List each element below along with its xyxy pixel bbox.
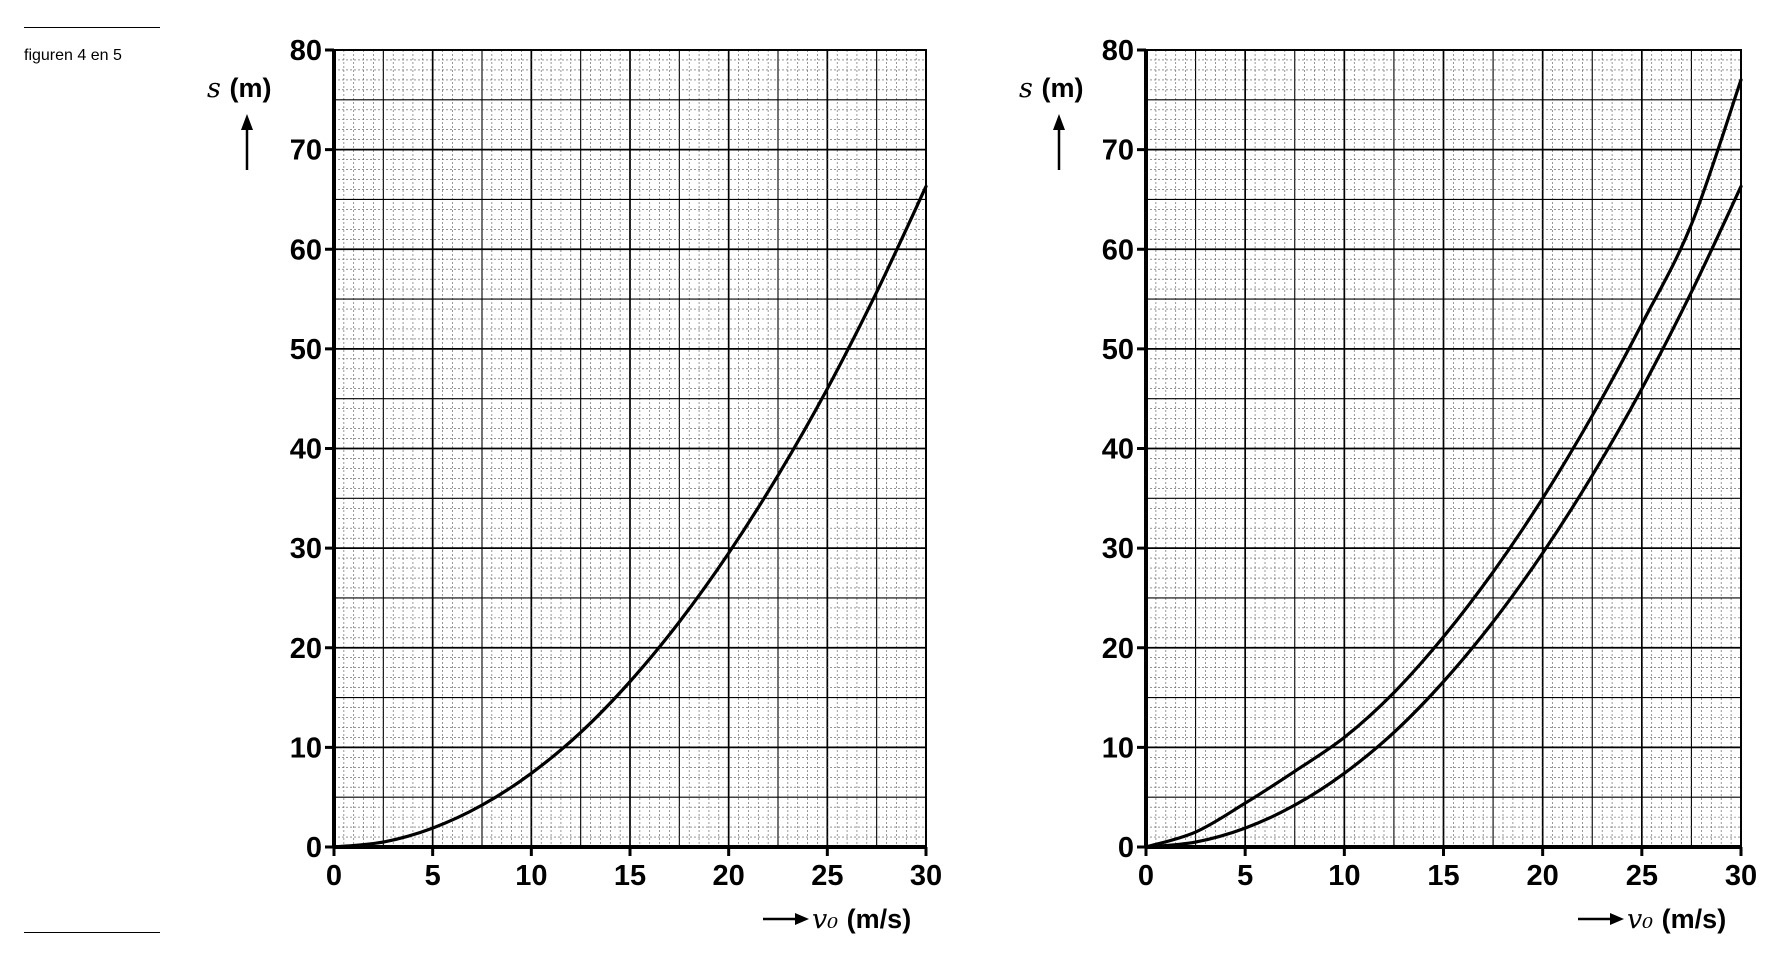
y-tick-label: 50: [1102, 334, 1134, 366]
y-axis-label: s (m): [207, 73, 271, 104]
series-line-2: [1144, 184, 1743, 849]
grid: [333, 49, 927, 848]
y-tick-label: 80: [290, 35, 322, 67]
x-axis-label: v₀ (m/s): [812, 904, 911, 935]
y-tick-label: 30: [290, 533, 322, 565]
y-tick-label: 80: [1102, 35, 1134, 67]
x-tick-label: 15: [614, 860, 646, 892]
x-tick-label: 30: [910, 860, 942, 892]
chart-figure-4: 0 10 20 30 40 50 60 70 80 0 5 10 15 20 25 30 s (m) v₀ (m/…: [207, 35, 942, 935]
y-tick-label: 60: [1102, 234, 1134, 266]
y-axis-label: s (m): [1019, 73, 1083, 104]
series-line-1: [1144, 78, 1743, 849]
y-axis-arrowhead: [241, 114, 253, 130]
x-tick-label: 0: [326, 860, 342, 892]
x-axis-label: v₀ (m/s): [1627, 904, 1726, 935]
grid: [1145, 49, 1742, 848]
y-tick-label: 10: [1102, 732, 1134, 764]
y-axis-arrowhead: [1053, 114, 1065, 130]
x-axis-arrowhead: [795, 913, 809, 925]
y-tick-label: 50: [290, 334, 322, 366]
x-tick-label: 5: [1237, 860, 1253, 892]
chart-figure-5: 0 10 20 30 40 50 60 70 80 0 5 10 15 20 25 30 s (m) v₀ (m/…: [1019, 35, 1757, 935]
y-tick-label: 20: [1102, 633, 1134, 665]
x-tick-label: 30: [1725, 860, 1757, 892]
y-tick-label: 20: [290, 633, 322, 665]
x-tick-label: 20: [1527, 860, 1559, 892]
y-tick-label: 10: [290, 732, 322, 764]
y-tick-label: 30: [1102, 533, 1134, 565]
y-tick-label: 40: [290, 434, 322, 466]
series-line-1: [332, 184, 928, 849]
x-tick-label: 5: [425, 860, 441, 892]
x-axis-arrowhead: [1610, 913, 1624, 925]
y-tick-label: 60: [290, 234, 322, 266]
top-rule: [24, 27, 160, 28]
x-tick-label: 10: [1328, 860, 1360, 892]
x-tick-label: 15: [1427, 860, 1459, 892]
y-tick-label: 70: [290, 135, 322, 167]
y-tick-label: 70: [1102, 135, 1134, 167]
x-tick-label: 25: [811, 860, 843, 892]
bottom-rule: [24, 932, 160, 933]
x-tick-label: 0: [1138, 860, 1154, 892]
x-tick-label: 10: [515, 860, 547, 892]
y-tick-label: 0: [306, 832, 322, 864]
x-tick-label: 20: [713, 860, 745, 892]
x-tick-label: 25: [1626, 860, 1658, 892]
figure-caption: figuren 4 en 5: [24, 47, 122, 64]
y-tick-label: 0: [1118, 832, 1134, 864]
y-tick-label: 40: [1102, 434, 1134, 466]
